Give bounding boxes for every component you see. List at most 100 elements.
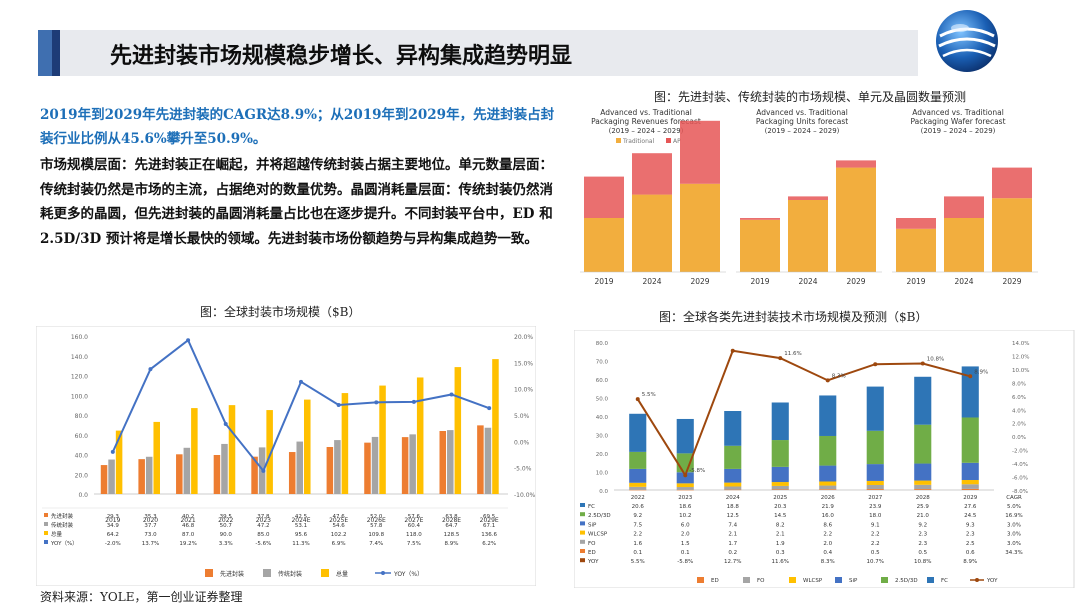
table-cell: 64.7 [445, 523, 458, 529]
table-cell: 10.8% [914, 559, 931, 565]
legend-swatch [263, 569, 271, 577]
table-cell: 50.7 [220, 523, 233, 529]
table-row-label: FO [588, 541, 596, 547]
bar [492, 359, 499, 494]
table-cell: 0.1 [633, 550, 642, 556]
mini-chart-subtitle: (2019 – 2024 – 2029) [921, 127, 996, 135]
table-cell: 3.3% [219, 541, 233, 547]
table-cell: 8.9% [963, 559, 977, 565]
table-cell: 1.7 [728, 541, 737, 547]
table-cell: 29.3 [107, 514, 120, 520]
table-cagr-cell: 3.0% [1007, 532, 1021, 538]
title-accent-dark [52, 30, 60, 76]
yoy-data-label: 10.8% [927, 357, 944, 363]
table-cell: 18.0 [869, 513, 882, 519]
x-tick-label: 2026 [821, 495, 835, 501]
stacked-bar-segment [724, 489, 742, 491]
table-cell: 64.2 [107, 532, 119, 538]
table-cell: 6.2% [482, 541, 496, 547]
table-row-label: ED [588, 550, 596, 556]
stacked-bar-segment [629, 468, 647, 483]
yoy-point [825, 378, 830, 383]
x-tick-label: 2020 [143, 517, 158, 524]
x-tick-label: 2022 [218, 517, 233, 524]
yoy-data-label: 8.3% [832, 373, 846, 379]
table-header-cagr: CAGR [1006, 495, 1022, 501]
table-cell: 60.4 [408, 523, 421, 529]
stacked-bar-segment [676, 472, 694, 484]
table-cell: 7.5 [633, 522, 642, 528]
table-cagr-cell: 5.0% [1007, 504, 1021, 510]
table-cagr-cell: 16.9% [1005, 513, 1022, 519]
y-left-tick: 0.0 [78, 492, 88, 499]
stacked-bar-segment [788, 196, 828, 200]
table-cell: 2.3 [918, 541, 927, 547]
legend-label: 传统封装 [278, 570, 302, 578]
stacked-bar-segment [896, 218, 936, 229]
y-right-tick: 0.0% [514, 439, 530, 446]
legend-swatch [743, 577, 750, 583]
table-cell: 95.6 [295, 532, 308, 538]
bar [364, 442, 371, 494]
x-tick-label: 2028 [916, 495, 930, 501]
bar [183, 447, 191, 494]
table-cell: 63.8 [445, 514, 458, 520]
table-cell: 5.5% [631, 559, 645, 565]
yoy-data-label: 5.5% [642, 392, 656, 398]
table-row-label: FC [588, 504, 595, 510]
x-tick-label: 2023 [256, 517, 271, 524]
bar [100, 465, 108, 494]
yoy-point [449, 392, 454, 397]
legend-label: AP [673, 138, 681, 145]
table-legend-swatch [580, 549, 585, 553]
y-right-tick: 4.0% [1012, 408, 1026, 414]
bar [228, 405, 236, 494]
table-cell: 0.1 [681, 550, 690, 556]
table-legend-swatch [580, 512, 585, 517]
caption-top-right: 图：先进封装、传统封装的市场规模、单元及晶圆数量预测 [654, 90, 967, 104]
y-right-tick: -8.0% [1012, 489, 1028, 495]
y-left-tick: 70.0 [596, 360, 609, 366]
x-tick-label: 2024 [642, 277, 661, 284]
y-left-tick: 140.0 [71, 354, 88, 361]
table-cell: 2.2 [871, 532, 880, 538]
yoy-point [411, 399, 416, 404]
y-right-tick: 6.0% [1012, 395, 1026, 401]
bar [447, 430, 454, 494]
y-right-tick: -5.0% [514, 466, 532, 473]
y-left-tick: 10.0 [596, 471, 609, 477]
table-cell: 54.6 [333, 523, 346, 529]
table-cell: 10.2 [679, 513, 691, 519]
yoy-line [636, 349, 971, 478]
yoy-point [920, 361, 925, 366]
stacked-bar-segment [676, 418, 694, 454]
yoy-point [186, 338, 191, 343]
stacked-bar-segment [629, 451, 647, 469]
yoy-point [778, 356, 783, 361]
table-cell: 12.7% [724, 559, 741, 565]
table-cell: 2.1 [728, 532, 737, 538]
table-cell: 2.0 [681, 532, 690, 538]
stacked-bar-segment [771, 489, 789, 490]
y-left-tick: 50.0 [596, 397, 609, 403]
y-right-tick: 15.0% [514, 360, 533, 367]
table-legend-swatch [44, 531, 48, 535]
table-cell: 9.2 [918, 522, 927, 528]
yoy-data-label: -5.8% [689, 468, 705, 474]
table-cell: 136.6 [481, 532, 497, 538]
table-cell: 47.6 [333, 514, 346, 520]
table-cell: 6.9% [332, 541, 346, 547]
stacked-bar-segment [724, 445, 742, 469]
table-cell: 24.5 [964, 513, 977, 519]
bar [288, 452, 296, 494]
stacked-bar-segment [819, 395, 837, 436]
stacked-bar-segment [836, 167, 876, 272]
table-legend-swatch [580, 530, 585, 535]
bar [145, 456, 153, 494]
table-cell: 2.3 [966, 532, 975, 538]
table-legend-swatch [580, 558, 585, 563]
stacked-bar-segment [992, 167, 1032, 199]
table-cell: 69.5 [483, 514, 496, 520]
yoy-point [374, 400, 379, 405]
